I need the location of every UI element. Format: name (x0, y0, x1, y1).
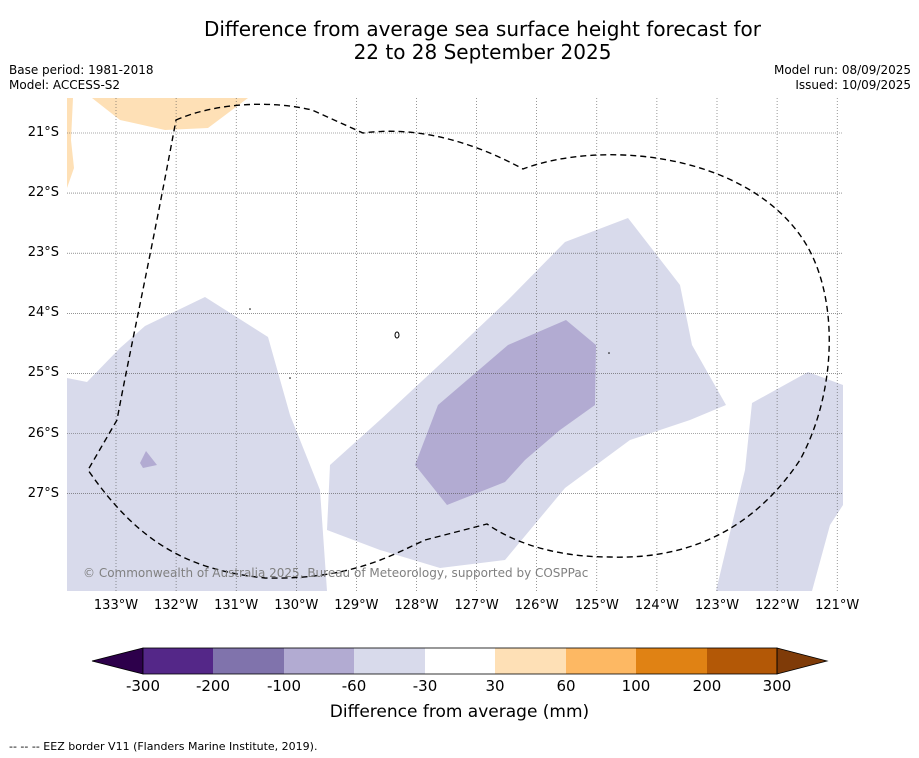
land-yellow-top (92, 98, 248, 130)
colorbar-tick-label: 60 (556, 677, 576, 695)
longitude-label: 133°W (93, 598, 139, 613)
issued-date: Issued: 10/09/2025 (795, 78, 911, 92)
anomaly-zone-light-west (67, 297, 327, 591)
longitude-label: 121°W (815, 598, 860, 613)
anomaly-patch-small (140, 451, 157, 468)
colorbar-label: Difference from average (mm) (329, 702, 590, 722)
colorbar-tick-label: -100 (266, 677, 302, 695)
eez-footnote: -- -- -- EEZ border V11 (Flanders Marine… (9, 740, 318, 753)
latitude-label: 26°S (27, 425, 59, 441)
longitude-label: 123°W (694, 598, 740, 613)
latitude-label: 23°S (27, 245, 59, 261)
colorbar-segment (143, 648, 213, 674)
colorbar-tick-label: -30 (412, 677, 438, 695)
eez-border (87, 103, 830, 579)
longitude-label: 125°W (574, 598, 619, 613)
colorbar-extend-low (91, 647, 144, 675)
latitude-label: 27°S (27, 485, 59, 501)
longitude-label: 128°W (394, 598, 439, 613)
model-run: Model run: 08/09/2025 (773, 63, 911, 77)
latitude-label: 21°S (27, 125, 59, 140)
longitude-label: 131°W (214, 598, 259, 613)
colorbar-segment (707, 648, 777, 674)
colorbar (91, 647, 829, 675)
colorbar-tick-label: 300 (762, 677, 792, 695)
colorbar-tick-label: -300 (125, 677, 161, 695)
base-info: Base period: 1981-2018 Model: ACCESS-S2 (9, 63, 154, 93)
latitude-label: 22°S (27, 185, 59, 201)
longitude-label: 122°W (755, 598, 800, 613)
colorbar-tick-label: -200 (195, 677, 231, 695)
colorbar-segment (354, 648, 425, 674)
title-line-1: Difference from average sea surface heig… (203, 17, 762, 41)
colorbar-segment (284, 648, 354, 674)
run-info: Model run: 08/09/2025 Issued: 10/09/2025 (774, 63, 911, 93)
colorbar-segment (425, 648, 495, 674)
colorbar-segment (636, 648, 707, 674)
colorbar-tick-label: 100 (621, 677, 651, 695)
longitude-label: 132°W (154, 598, 199, 613)
graticule (67, 98, 843, 591)
colorbar-tick-label: 200 (692, 677, 722, 695)
title-line-2: 22 to 28 September 2025 (353, 40, 612, 64)
base-period: Base period: 1981-2018 (9, 63, 154, 77)
longitude-label: 127°W (454, 598, 499, 613)
colorbar-tick-label: -60 (341, 677, 367, 695)
colorbar-tick-label: 30 (485, 677, 505, 695)
colorbar-extend-high (776, 647, 829, 675)
longitude-label: 129°W (334, 598, 379, 613)
anomaly-zone-medium (415, 320, 596, 505)
anomaly-zone-light-east (716, 372, 843, 591)
colorbar-frame (142, 647, 778, 675)
land-yellow-left (67, 98, 74, 188)
longitude-label: 124°W (634, 598, 679, 613)
chart-title: Difference from average sea surface heig… (0, 18, 919, 64)
copyright-notice: © Commonwealth of Australia 2025, Bureau… (83, 566, 589, 580)
longitude-label: 126°W (514, 598, 559, 613)
colorbar-segment (495, 648, 566, 674)
colorbar-segment (213, 648, 284, 674)
model-name: Model: ACCESS-S2 (9, 78, 121, 92)
latitude-label: 24°S (27, 305, 59, 321)
latitude-label: 25°S (27, 365, 59, 381)
island-markers (249, 308, 610, 379)
colorbar-segment (566, 648, 636, 674)
longitude-label: 130°W (274, 598, 319, 613)
